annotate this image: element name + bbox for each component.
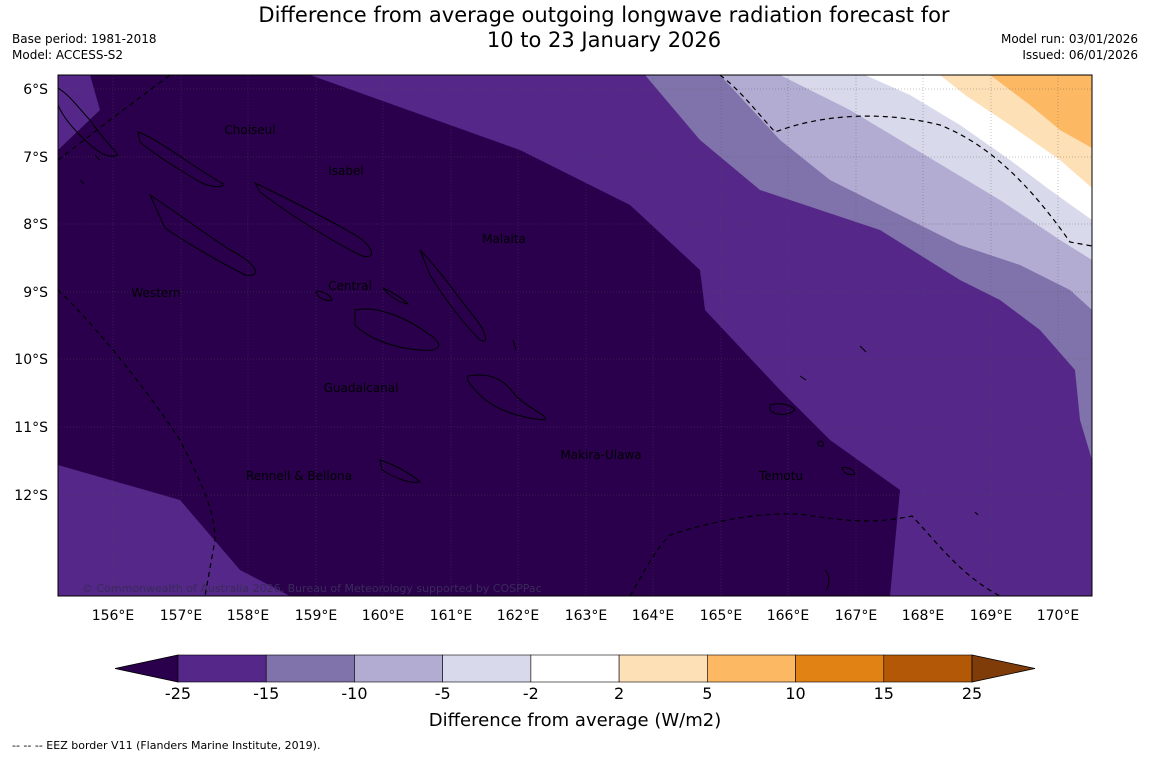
region-label: Western bbox=[131, 286, 180, 300]
title-line-2: 10 to 23 January 2026 bbox=[486, 28, 722, 52]
x-tick-label: 166°E bbox=[767, 608, 810, 624]
colorbar-tick-label: 10 bbox=[785, 684, 805, 703]
colorbar-segment bbox=[442, 654, 532, 683]
x-tick-label: 165°E bbox=[700, 608, 743, 624]
colorbar-segment bbox=[265, 654, 355, 683]
region-label: Temotu bbox=[758, 469, 803, 483]
issued-date: Issued: 06/01/2026 bbox=[1022, 48, 1138, 62]
title-line-1: Difference from average outgoing longwav… bbox=[258, 3, 950, 27]
region-label: Choiseul bbox=[224, 123, 275, 137]
colorbar-tick-label: -25 bbox=[165, 684, 191, 703]
region-label: Central bbox=[328, 279, 372, 293]
colorbar-tick-label: -10 bbox=[341, 684, 367, 703]
gridlines bbox=[58, 75, 1092, 596]
colorbar-segment bbox=[618, 654, 708, 683]
region-label: Rennell & Bellona bbox=[246, 469, 352, 483]
colorbar-tick-label: -2 bbox=[523, 684, 539, 703]
colorbar-segment bbox=[177, 654, 267, 683]
y-tick-label: 9°S bbox=[23, 285, 48, 301]
x-tick-label: 159°E bbox=[295, 608, 338, 624]
credit-text: © Commonwealth of Australia 2026, Bureau… bbox=[82, 582, 542, 595]
model-run: Model run: 03/01/2026 bbox=[1000, 32, 1138, 46]
y-tick-label: 8°S bbox=[23, 217, 48, 233]
chart-title: Difference from average outgoing longwav… bbox=[200, 3, 1008, 53]
footnote-eez: -- -- -- EEZ border V11 (Flanders Marine… bbox=[12, 739, 321, 752]
region-label: Guadalcanal bbox=[324, 381, 399, 395]
x-tick-label: 168°E bbox=[902, 608, 945, 624]
colorbar-tick-label: 2 bbox=[614, 684, 624, 703]
y-tick-label: 11°S bbox=[14, 420, 48, 436]
band-plus5 bbox=[990, 75, 1092, 148]
coastlines bbox=[58, 87, 979, 591]
meta-right: Model run: 03/01/2026 Issued: 06/01/2026 bbox=[1001, 31, 1138, 63]
band-minus25 bbox=[58, 75, 900, 596]
x-tick-label: 156°E bbox=[92, 608, 135, 624]
contour-fill: © Commonwealth of Australia 2026, Bureau… bbox=[58, 75, 1092, 596]
y-axis-ticks: 6°S 7°S 8°S 9°S 10°S 11°S 12°S bbox=[14, 82, 48, 504]
colorbar-label: Difference from average (W/m2) bbox=[429, 710, 721, 731]
x-tick-label: 157°E bbox=[160, 608, 203, 624]
x-tick-label: 169°E bbox=[970, 608, 1013, 624]
colorbar-extend-high bbox=[971, 654, 1036, 683]
colorbar-segment bbox=[707, 654, 796, 683]
region-label: Makira-Ulawa bbox=[560, 448, 641, 462]
colorbar-tick-label: 15 bbox=[874, 684, 894, 703]
colorbar-tick-label: -15 bbox=[253, 684, 279, 703]
colorbar-extend-low bbox=[114, 654, 179, 683]
colorbar-segment bbox=[530, 654, 620, 683]
colorbar: -25 -15 -10 -5 -2 2 5 10 15 25 bbox=[114, 654, 1036, 703]
base-period: Base period: 1981-2018 bbox=[12, 32, 157, 46]
x-tick-label: 167°E bbox=[835, 608, 878, 624]
x-tick-label: 161°E bbox=[430, 608, 473, 624]
y-tick-label: 7°S bbox=[23, 150, 48, 166]
x-axis-ticks: 156°E 157°E 158°E 159°E 160°E 161°E 162°… bbox=[92, 608, 1080, 624]
x-tick-label: 160°E bbox=[362, 608, 405, 624]
region-label: Malaita bbox=[482, 232, 526, 246]
y-tick-label: 6°S bbox=[23, 82, 48, 98]
eez-borders bbox=[58, 75, 1092, 596]
model-name: Model: ACCESS-S2 bbox=[12, 48, 124, 62]
y-tick-label: 12°S bbox=[14, 488, 48, 504]
x-tick-label: 164°E bbox=[632, 608, 675, 624]
map-frame bbox=[57, 74, 1093, 597]
x-tick-label: 162°E bbox=[497, 608, 540, 624]
x-tick-label: 163°E bbox=[565, 608, 608, 624]
x-tick-label: 170°E bbox=[1037, 608, 1080, 624]
region-label: Isabel bbox=[328, 164, 363, 178]
region-labels: Choiseul Isabel Malaita Western Central … bbox=[131, 123, 803, 483]
y-tick-label: 10°S bbox=[14, 352, 48, 368]
colorbar-tick-label: 5 bbox=[702, 684, 712, 703]
colorbar-segment bbox=[883, 654, 973, 683]
colorbar-segment bbox=[795, 654, 885, 683]
colorbar-tick-label: -5 bbox=[435, 684, 451, 703]
meta-left: Base period: 1981-2018 Model: ACCESS-S2 bbox=[12, 31, 157, 63]
colorbar-segment bbox=[354, 654, 443, 683]
colorbar-tick-label: 25 bbox=[962, 684, 982, 703]
x-tick-label: 158°E bbox=[227, 608, 270, 624]
